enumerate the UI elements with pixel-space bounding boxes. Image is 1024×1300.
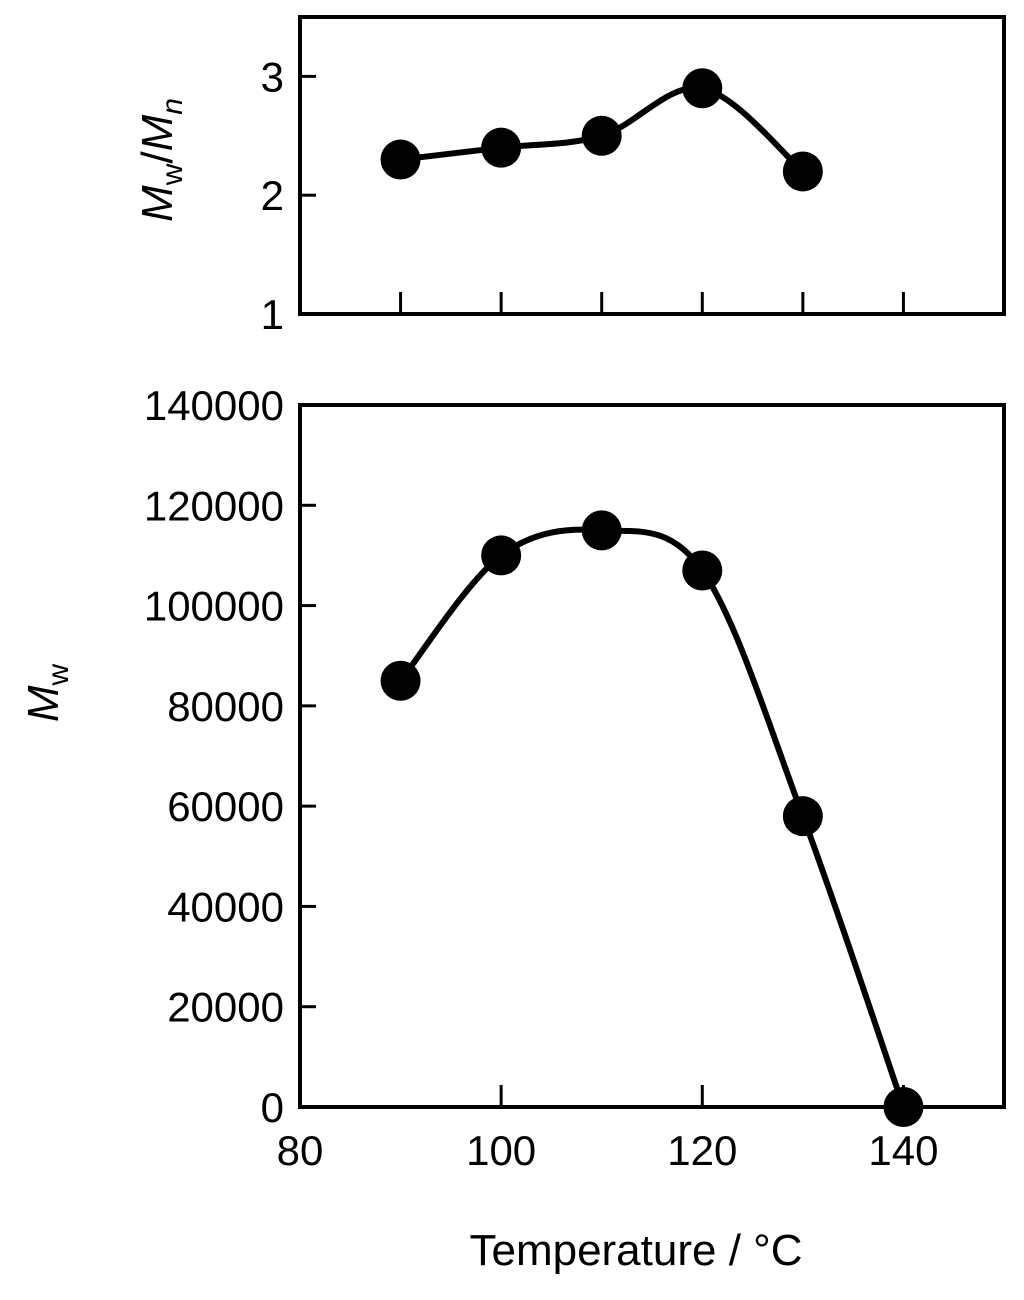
x-tick-label: 80 [277, 1127, 324, 1174]
bottom-data-point [481, 535, 522, 576]
bottom-data-point [380, 660, 421, 701]
top-data-point [481, 127, 522, 168]
top-panel: 1 2 3 Mw/Mn [133, 15, 1006, 338]
top-tick-labels: 1 2 3 [261, 53, 284, 338]
top-data-point [782, 151, 823, 192]
x-axis-title: Temperature / °C [469, 1226, 802, 1275]
top-plot-frame [298, 15, 1006, 316]
top-y-tick-label: 3 [261, 53, 284, 100]
bottom-y-tick-label: 20000 [167, 984, 284, 1031]
top-data-points [380, 68, 823, 192]
bottom-ticks [300, 403, 905, 1109]
x-tick-label: 120 [667, 1127, 737, 1174]
bottom-y-tick-label: 120000 [144, 482, 284, 529]
bottom-y-tick-label: 80000 [167, 683, 284, 730]
top-data-point [581, 115, 622, 156]
x-tick-label: 140 [868, 1127, 938, 1174]
bottom-y-tick-label: 140000 [144, 382, 284, 429]
bottom-y-tick-label: 0 [261, 1084, 284, 1131]
x-tick-label: 100 [466, 1127, 536, 1174]
bottom-data-point [581, 510, 622, 551]
top-data-point [380, 139, 421, 180]
bottom-panel: 0 20000 40000 60000 80000 100000 120000 140000 8… [19, 382, 1006, 1275]
bottom-plot-frame [298, 403, 1006, 1109]
bottom-y-tick-label: 60000 [167, 783, 284, 830]
top-data-point [682, 68, 723, 109]
bottom-series-line [397, 526, 907, 1110]
top-ticks [300, 74, 905, 316]
bottom-y-axis-title: Mw [19, 664, 75, 723]
bottom-data-point [782, 796, 823, 837]
bottom-y-tick-label: 40000 [167, 883, 284, 930]
bottom-data-points [380, 510, 924, 1127]
bottom-data-point [682, 550, 723, 591]
top-y-tick-label: 2 [261, 172, 284, 219]
bottom-tick-labels: 0 20000 40000 60000 80000 100000 120000 140000 8… [144, 382, 939, 1174]
bottom-data-point [883, 1087, 924, 1127]
bottom-y-tick-label: 100000 [144, 583, 284, 630]
top-y-axis-title: Mw/Mn [133, 98, 189, 222]
top-y-tick-label: 1 [261, 291, 284, 338]
